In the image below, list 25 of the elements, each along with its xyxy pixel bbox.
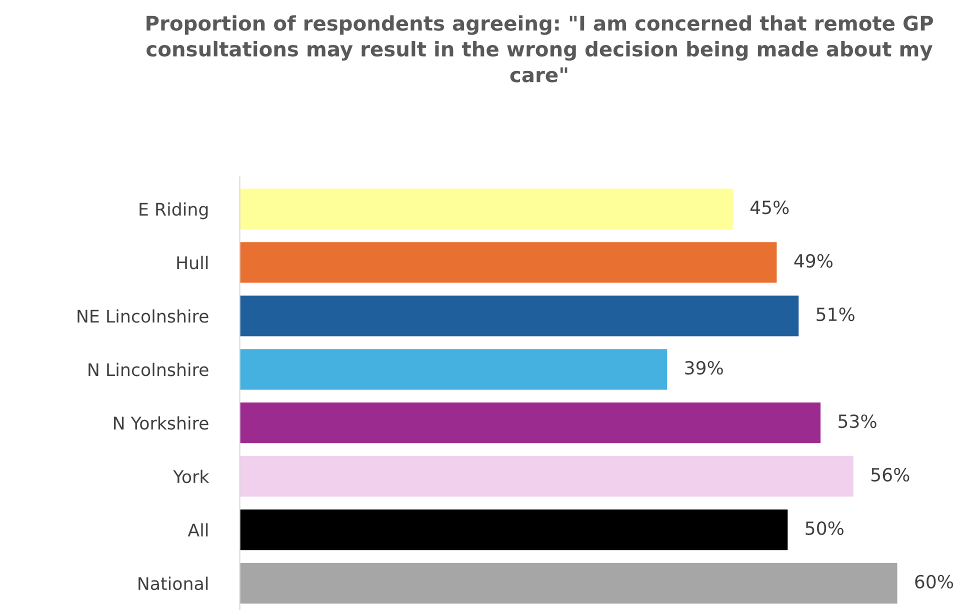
y-tick-label: NE Lincolnshire [78,309,208,323]
data-label: 53% [838,414,876,428]
data-label: 45% [750,200,789,214]
data-label: 56% [871,468,910,482]
y-tick-label: All [188,523,208,536]
bar [240,242,777,283]
data-label: 50% [806,521,844,536]
y-tick-label: E Riding [140,202,208,220]
y-tick-label: Hull [177,256,208,270]
bar [240,456,854,497]
bar [240,509,788,550]
y-tick-label: N Yorkshire [114,416,208,430]
y-tick-label: National [138,576,208,590]
data-label: 51% [816,308,854,322]
data-label: 39% [685,360,723,375]
y-tick-label: York [173,470,210,484]
data-label: 49% [794,254,833,268]
chart-title: Proportion of respondents agreeing: "I am concerned that remote GP consultations may result in the wrong decision being made about my care" [146,15,933,82]
y-tick-label: N Lincolnshire [88,362,208,376]
bar [240,349,668,390]
data-label: 60% [915,574,954,589]
bar [240,402,821,444]
bar [240,296,799,336]
bar [240,188,733,230]
bar [240,562,898,604]
